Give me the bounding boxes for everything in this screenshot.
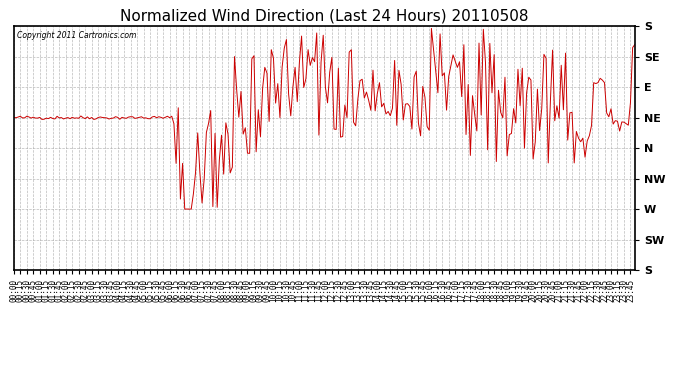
Text: Copyright 2011 Cartronics.com: Copyright 2011 Cartronics.com [17,31,137,40]
Title: Normalized Wind Direction (Last 24 Hours) 20110508: Normalized Wind Direction (Last 24 Hours… [120,9,529,24]
